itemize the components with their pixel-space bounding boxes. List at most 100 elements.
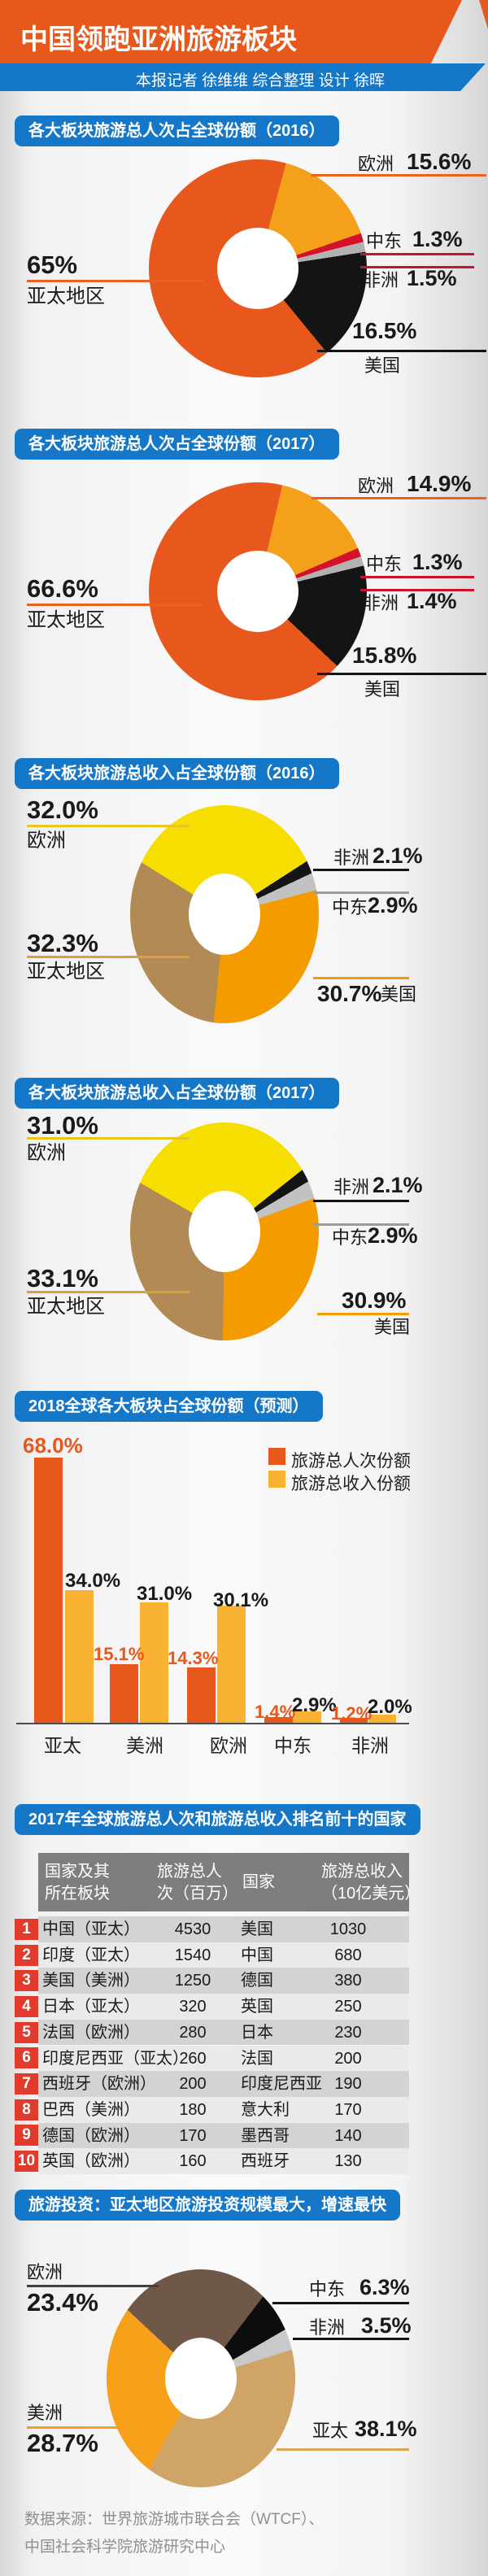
bar-revenue-欧洲 xyxy=(217,1606,246,1723)
leader-line xyxy=(312,174,486,177)
bar-category-label: 亚太 xyxy=(44,1735,81,1756)
bar-revenue-亚太 xyxy=(65,1590,94,1723)
bar-value-label: 2.9% xyxy=(292,1694,337,1716)
chart-label: 32.0% xyxy=(27,795,98,824)
chart-label: 38.1% xyxy=(355,2417,417,2441)
leader-line xyxy=(272,2302,409,2304)
rank-badge: 9 xyxy=(15,2125,38,2147)
leader-line xyxy=(313,869,409,871)
chart-label: 欧洲 xyxy=(27,1142,66,1164)
leader-line xyxy=(27,825,190,827)
section-banner: 各大板块旅游总收入占全球份额（2017） xyxy=(15,1078,339,1109)
bar-revenue-中东 xyxy=(293,1711,321,1723)
leader-line xyxy=(313,977,409,979)
chart-label: 1.5% xyxy=(407,266,457,290)
chart-label: 2.1% xyxy=(373,1173,423,1197)
chart-label: 美国 xyxy=(364,679,401,700)
leader-line xyxy=(277,2448,409,2451)
bar-category-label: 中东 xyxy=(274,1735,312,1756)
chart-label: 中东 xyxy=(332,1227,368,1248)
leader-line xyxy=(360,253,474,255)
table-row xyxy=(38,2019,409,2046)
table-row xyxy=(38,2071,409,2097)
bar-value-label: 68.0% xyxy=(23,1433,83,1458)
section-banner: 2017年全球旅游总人次和旅游总收入排名前十的国家 xyxy=(15,1804,420,1835)
chart-label: 亚太地区 xyxy=(27,285,105,307)
bar-value-label: 14.3% xyxy=(168,1648,219,1668)
chart-label: 1.3% xyxy=(412,227,463,251)
table-column-header: 旅游总人 次（百万） xyxy=(157,1863,238,1903)
rank-badge: 3 xyxy=(15,1970,38,1992)
chart-label: 非洲 xyxy=(333,1177,370,1197)
table-row xyxy=(38,1942,409,1968)
cell-revenue-value: 130 xyxy=(334,2152,362,2171)
legend-label: 旅游总收入份额 xyxy=(291,1475,411,1493)
leader-line xyxy=(293,2338,409,2340)
chart-label: 美国 xyxy=(364,355,401,376)
chart-label: 中东 xyxy=(332,897,368,918)
bar-value-label: 15.1% xyxy=(94,1644,145,1664)
table-row xyxy=(38,2045,409,2072)
donut-trips-2017-hole xyxy=(217,551,298,632)
cell-revenue-value: 170 xyxy=(334,2100,362,2119)
bar-value-label: 1.4% xyxy=(255,1702,296,1722)
table-row xyxy=(38,2122,409,2149)
rank-badge: 8 xyxy=(15,2099,38,2121)
rank-badge: 5 xyxy=(15,2021,38,2043)
header-banner xyxy=(0,0,462,65)
chart-label: 30.7% xyxy=(317,981,382,1006)
leader-line xyxy=(360,266,474,268)
bar-trips-非洲 xyxy=(340,1718,368,1723)
chart-label: 美国 xyxy=(374,1317,411,1337)
chart-label: 非洲 xyxy=(309,2317,346,2338)
byline-text: 本报记者 徐维维 综合整理 设计 徐晖 xyxy=(135,72,385,89)
chart-label: 16.5% xyxy=(352,318,417,343)
bar-revenue-非洲 xyxy=(368,1715,396,1723)
cell-revenue-value: 200 xyxy=(334,2049,362,2068)
chart-label: 欧洲 xyxy=(358,476,394,496)
leader-line xyxy=(27,956,190,958)
bar-value-label: 1.2% xyxy=(331,1703,373,1724)
data-source-line-1: 数据来源：世界旅游城市联合会（WTCF）、 xyxy=(24,2511,325,2528)
section-banner: 旅游投资：亚太地区旅游投资规模最大，增速最快 xyxy=(15,2190,400,2221)
chart-label: 非洲 xyxy=(363,593,399,613)
chart-label: 15.6% xyxy=(407,149,472,174)
chart-label: 14.9% xyxy=(407,471,472,496)
cell-country-revenue: 英国 xyxy=(241,1998,273,2016)
chart-label: 66.6% xyxy=(27,574,98,603)
leader-line xyxy=(27,1291,190,1293)
header-corner-decoration xyxy=(479,0,488,29)
table-column-header: 旅游总收入 （10亿美元） xyxy=(321,1863,421,1903)
rank-badge: 10 xyxy=(15,2151,38,2173)
cell-country-trips: 美国（美洲） xyxy=(42,1972,140,1990)
cell-trips-value: 260 xyxy=(179,2049,207,2068)
bar-trips-亚太 xyxy=(34,1458,63,1723)
chart-label: 亚太地区 xyxy=(27,961,105,983)
chart-label: 65% xyxy=(27,251,78,279)
cell-country-revenue: 中国 xyxy=(241,1946,273,1964)
table-row xyxy=(38,1994,409,2020)
leader-line xyxy=(317,350,486,352)
chart-label: 15.8% xyxy=(352,643,417,668)
cell-country-trips: 德国（欧洲） xyxy=(42,2126,140,2145)
donut-revenue-2017-hole xyxy=(189,1191,260,1272)
cell-revenue-value: 1030 xyxy=(329,1920,367,1938)
bar-value-label: 34.0% xyxy=(65,1570,121,1592)
cell-country-revenue: 墨西哥 xyxy=(241,2126,290,2145)
leader-line xyxy=(313,891,409,894)
cell-country-trips: 日本（亚太） xyxy=(42,1998,140,2016)
page-title: 中国领跑亚洲旅游板块 xyxy=(20,24,297,55)
donut-trips-2016-hole xyxy=(217,228,298,309)
chart-label: 33.1% xyxy=(27,1264,98,1292)
chart-label: 中东 xyxy=(366,231,403,251)
chart-label: 中东 xyxy=(309,2279,346,2299)
bar-trips-中东 xyxy=(264,1717,293,1723)
chart-label: 32.3% xyxy=(27,929,98,957)
chart-label: 美国 xyxy=(381,984,417,1005)
table-row xyxy=(38,2148,409,2174)
chart-label: 6.3% xyxy=(359,2275,410,2299)
donut-investment-hole xyxy=(165,2338,237,2419)
table-row xyxy=(38,1968,409,1994)
chart-label: 3.5% xyxy=(361,2313,412,2338)
